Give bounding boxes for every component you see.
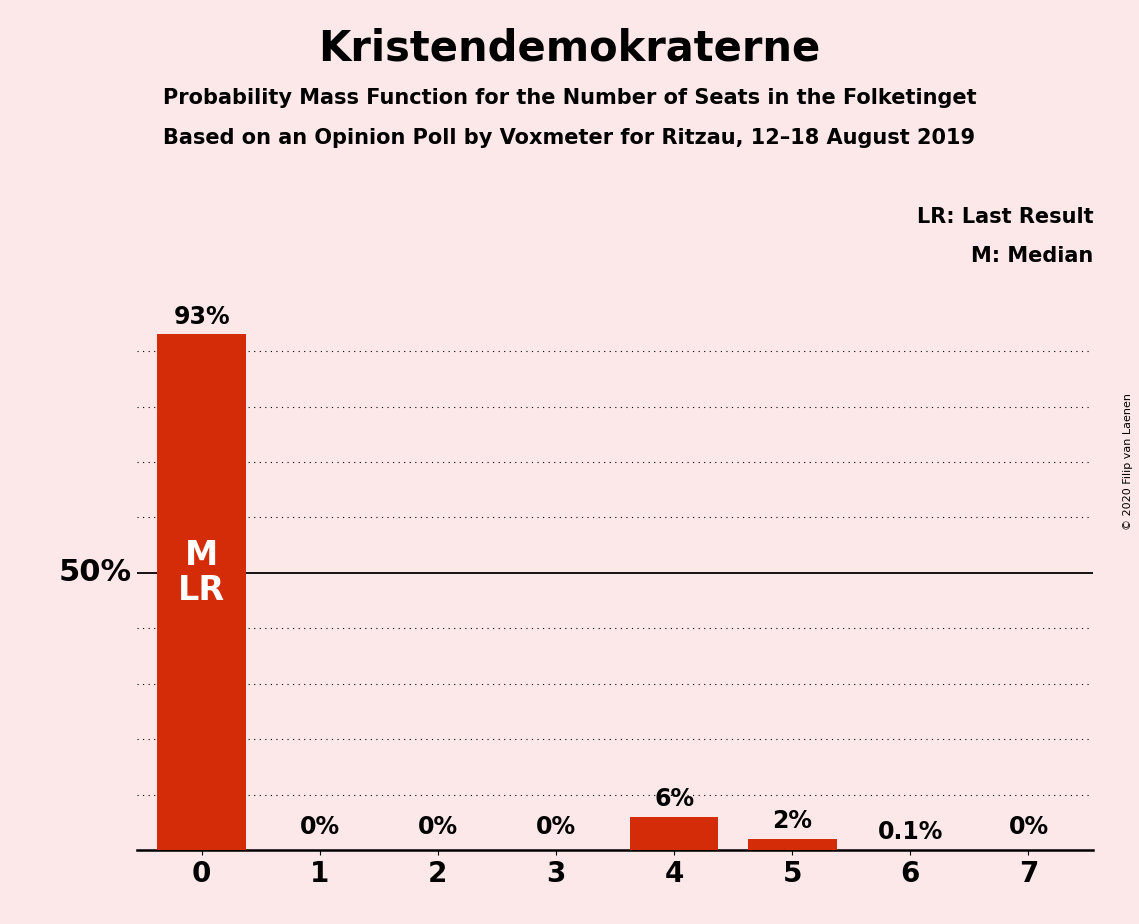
Text: 50%: 50% — [59, 558, 132, 588]
Text: M: Median: M: Median — [972, 246, 1093, 266]
Text: Probability Mass Function for the Number of Seats in the Folketinget: Probability Mass Function for the Number… — [163, 88, 976, 108]
Text: 6%: 6% — [654, 787, 694, 811]
Text: 2%: 2% — [772, 809, 812, 833]
Text: © 2020 Filip van Laenen: © 2020 Filip van Laenen — [1123, 394, 1133, 530]
Bar — [630, 817, 719, 850]
Text: 0%: 0% — [536, 815, 576, 839]
Text: 0%: 0% — [418, 815, 458, 839]
Bar — [748, 839, 836, 850]
Text: LR: Last Result: LR: Last Result — [917, 207, 1093, 227]
Text: 0%: 0% — [300, 815, 339, 839]
Text: 93%: 93% — [173, 305, 230, 329]
Text: 0.1%: 0.1% — [878, 820, 943, 844]
Bar — [157, 334, 246, 850]
Text: M
LR: M LR — [178, 539, 226, 607]
Text: Based on an Opinion Poll by Voxmeter for Ritzau, 12–18 August 2019: Based on an Opinion Poll by Voxmeter for… — [163, 128, 976, 148]
Text: Kristendemokraterne: Kristendemokraterne — [319, 28, 820, 69]
Text: 0%: 0% — [1008, 815, 1049, 839]
